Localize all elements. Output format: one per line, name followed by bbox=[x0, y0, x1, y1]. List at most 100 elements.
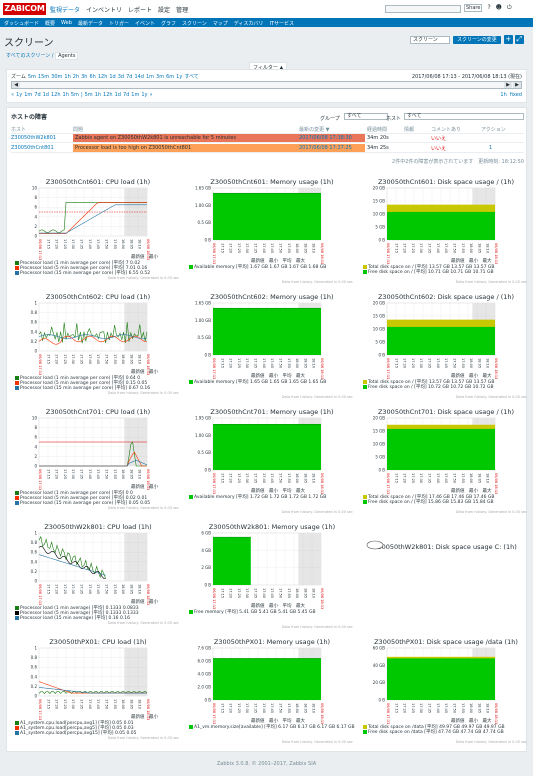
sub-menu-item[interactable]: Web bbox=[61, 20, 72, 26]
fullscreen-icon[interactable]: ⤢ bbox=[514, 35, 524, 44]
nav-link[interactable]: 1d bbox=[42, 92, 49, 98]
nav-link[interactable]: 1y bbox=[141, 92, 148, 98]
sub-menu-item[interactable]: グラフ bbox=[160, 21, 176, 27]
main-menu-item[interactable]: レポート bbox=[128, 7, 153, 14]
nav-link[interactable]: » bbox=[149, 92, 153, 98]
zoom-link[interactable]: 12h bbox=[97, 74, 108, 80]
x-tick-label: 17:40 bbox=[88, 699, 92, 709]
problem-cell[interactable]: Processor load is too high on Z30050thCn… bbox=[73, 144, 297, 152]
data-source-note: Data from history. Generated in 0.00 sec bbox=[281, 740, 353, 744]
add-favorite-icon[interactable]: + bbox=[503, 35, 513, 44]
last-change-link[interactable]: 2017/06/08 17:38:30 bbox=[297, 134, 365, 142]
nav-link[interactable]: 12h bbox=[50, 92, 61, 98]
scroll-right-icon[interactable]: ▶ bbox=[504, 82, 512, 88]
sub-menu-item[interactable]: ITサービス bbox=[269, 21, 294, 27]
nav-link[interactable]: 7d bbox=[34, 92, 41, 98]
x-tick-label: 17:15 bbox=[220, 703, 224, 713]
zoom-link[interactable]: 3d bbox=[117, 74, 125, 80]
sub-menu-bar: ダッシュボード 概要 Web 最新データ トリガー イベント グラフ スクリーン マップ ディスカ… bbox=[0, 18, 533, 28]
last-change-link[interactable]: 2017/06/08 17:37:25 bbox=[297, 144, 365, 152]
sub-menu-item[interactable]: 最新データ bbox=[77, 21, 103, 27]
timeline-scrollbar[interactable]: ◀ ▶ ▶ bbox=[11, 81, 522, 89]
zoom-link[interactable]: 5m bbox=[27, 74, 36, 80]
group-select[interactable]: すべて bbox=[344, 113, 388, 120]
period-link[interactable]: fixed bbox=[509, 92, 522, 98]
zoom-link[interactable]: 3h bbox=[81, 74, 88, 80]
period-link[interactable]: 1h bbox=[500, 92, 507, 98]
host-link[interactable]: Z30050thCnt801 bbox=[11, 145, 54, 151]
scroll-end-icon[interactable]: ▶ bbox=[513, 82, 521, 88]
screen-select[interactable]: スクリーン bbox=[410, 35, 450, 44]
sub-menu-item[interactable]: ダッシュボード bbox=[4, 21, 40, 27]
x-tick-label: 17:50 bbox=[278, 588, 282, 598]
actions-link[interactable]: 1 bbox=[489, 145, 493, 151]
zoom-link[interactable]: 14d bbox=[134, 74, 144, 80]
ack-link[interactable]: いいえ bbox=[431, 136, 447, 142]
main-menu-item[interactable]: インベントリ bbox=[86, 7, 123, 14]
zoom-link[interactable]: 1y bbox=[176, 74, 183, 80]
sub-menu-item[interactable]: スクリーン bbox=[182, 21, 207, 28]
logout-icon[interactable]: ⏻ bbox=[506, 4, 512, 11]
nav-link[interactable]: 1m bbox=[131, 92, 140, 98]
ack-link[interactable]: いいえ bbox=[431, 146, 447, 152]
legend-swatch bbox=[363, 729, 367, 734]
legend-label: Processor load (1 min average) [平均] 0.13… bbox=[20, 606, 139, 611]
nav-link[interactable]: 5m bbox=[84, 92, 93, 98]
nav-link[interactable]: 7d bbox=[122, 92, 130, 98]
zoom-link[interactable]: 1m bbox=[145, 74, 155, 80]
column-header[interactable]: 最新の変更 ▼ bbox=[299, 127, 330, 133]
zoom-link[interactable]: 15m bbox=[37, 74, 50, 80]
main-menu: 監視データ インベントリ レポート 設定 管理 bbox=[50, 5, 188, 14]
scroll-left-icon[interactable]: ◀ bbox=[12, 82, 20, 88]
x-tick-label: 17:20 bbox=[229, 588, 233, 598]
column-header[interactable]: コメントあり bbox=[431, 127, 462, 133]
edit-screen-button[interactable]: スクリーンの変更 bbox=[453, 35, 501, 44]
zoom-link[interactable]: 6m bbox=[166, 74, 175, 80]
main-menu-item[interactable]: 監視データ bbox=[50, 7, 81, 14]
sub-menu-item[interactable]: マップ bbox=[212, 21, 228, 27]
nav-link[interactable]: | bbox=[80, 92, 83, 98]
help-icon[interactable]: ? bbox=[487, 4, 491, 11]
column-header[interactable]: 経過時間 bbox=[367, 127, 388, 133]
zabbix-logo[interactable]: ZABICOM bbox=[3, 3, 46, 15]
host-select[interactable]: すべて bbox=[404, 113, 524, 120]
zoom-link[interactable]: 30m bbox=[51, 74, 63, 80]
sub-menu-item[interactable]: ディスカバリ bbox=[233, 21, 264, 27]
sub-menu-item[interactable]: イベント bbox=[134, 21, 155, 27]
y-tick-label: 20 GB bbox=[373, 416, 385, 421]
zoom-link[interactable]: 1h bbox=[64, 74, 71, 80]
main-menu-item[interactable]: 設定 bbox=[158, 7, 171, 14]
zoom-link[interactable]: 6h bbox=[89, 74, 96, 80]
sub-menu-item[interactable]: トリガー bbox=[108, 21, 129, 27]
cpu-graph-widget: Z30050thPX01: CPU load (1h) 1 0.8 0.6 0.4 0.2… bbox=[13, 638, 183, 750]
search-input[interactable] bbox=[385, 5, 461, 13]
zoom-link[interactable]: 2h bbox=[72, 74, 80, 80]
host-link[interactable]: Z30050thW2k801 bbox=[11, 135, 57, 141]
main-menu-item[interactable]: 管理 bbox=[176, 7, 189, 14]
column-header[interactable]: 問題 bbox=[73, 127, 84, 133]
legend-swatch bbox=[189, 724, 193, 729]
problem-cell[interactable]: Zabbix agent on Z30050thW2k801 is unreac… bbox=[73, 134, 297, 142]
nav-link[interactable]: 1y bbox=[16, 92, 23, 98]
zoom-link[interactable]: 7d bbox=[126, 74, 133, 80]
nav-link[interactable]: 1d bbox=[114, 92, 121, 98]
sub-menu-item[interactable]: 概要 bbox=[45, 21, 56, 27]
nav-link[interactable]: 1h bbox=[62, 92, 69, 98]
nav-link[interactable]: 1m bbox=[24, 92, 33, 98]
x-tick-label: 06/08 18:13 bbox=[494, 703, 498, 724]
x-tick-label: 17:45 bbox=[444, 243, 448, 253]
user-profile-icon[interactable]: ☻ bbox=[495, 4, 502, 11]
nav-link[interactable]: 5m bbox=[70, 92, 79, 98]
zoom-link[interactable]: 3m bbox=[156, 74, 165, 80]
y-tick-label: 40 GB bbox=[373, 663, 385, 668]
nav-link[interactable]: 12h bbox=[103, 92, 113, 98]
breadcrumb-all-screens[interactable]: すべてのスクリーン bbox=[6, 53, 51, 59]
nav-link[interactable]: « bbox=[11, 92, 15, 98]
zoom-link[interactable]: 1d bbox=[109, 74, 116, 80]
nav-link[interactable]: 1h bbox=[94, 92, 102, 98]
column-header[interactable]: ホスト bbox=[11, 127, 27, 133]
zoom-link[interactable]: すべて bbox=[184, 74, 199, 80]
column-header[interactable]: 情報 bbox=[404, 127, 415, 133]
share-icon[interactable]: Share bbox=[464, 4, 483, 12]
column-header[interactable]: アクション bbox=[481, 127, 506, 133]
